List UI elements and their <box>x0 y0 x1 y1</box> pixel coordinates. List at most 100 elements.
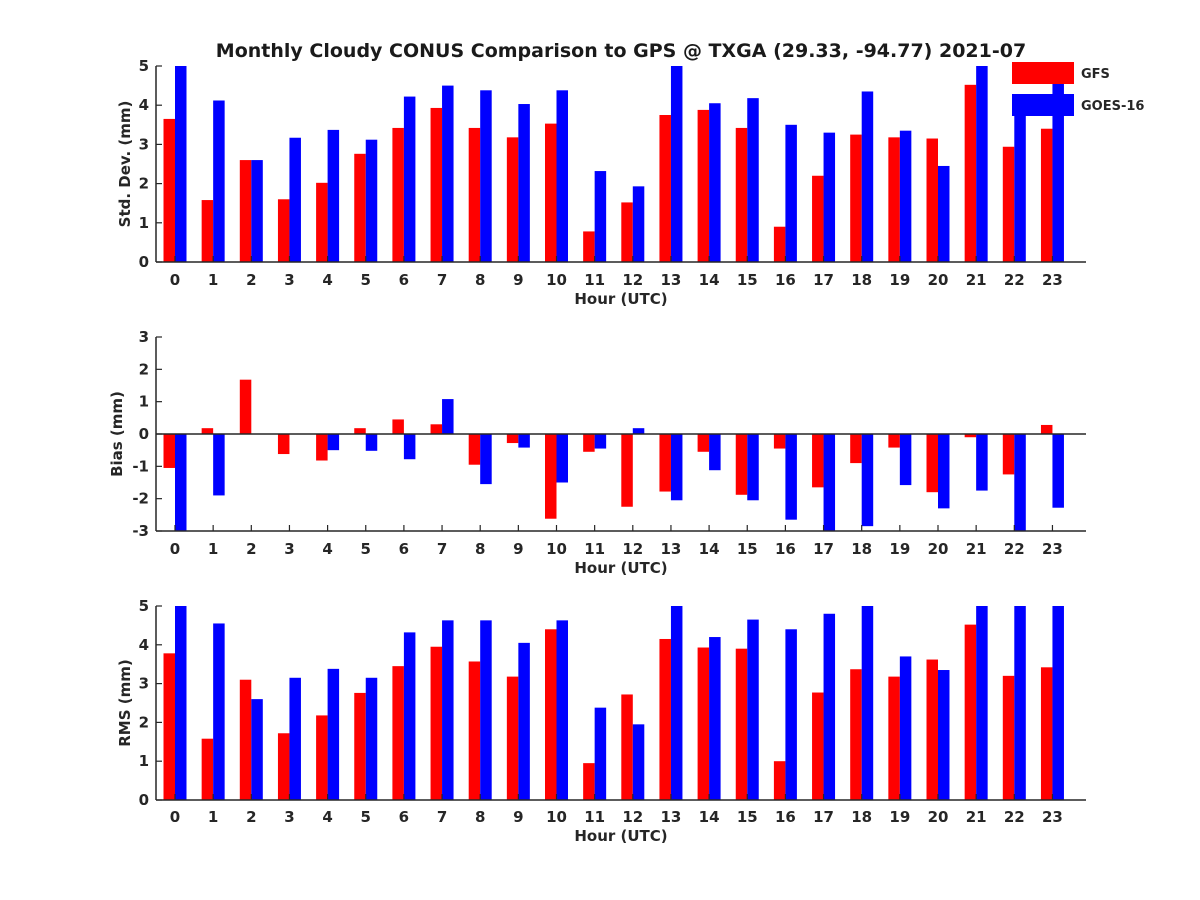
bar-goes-16-hour-4 <box>327 129 340 262</box>
bar-goes-16-hour-17 <box>823 613 836 800</box>
x-tick-label: 9 <box>513 271 523 289</box>
bar-gfs-hour-19 <box>888 676 900 800</box>
bar-goes-16-hour-21 <box>976 66 988 262</box>
bar-gfs-hour-21 <box>964 84 977 262</box>
bar-gfs-hour-9 <box>506 676 519 800</box>
y-tick-label: 5 <box>139 597 149 615</box>
bar-gfs-hour-10 <box>545 123 557 263</box>
bar-goes-16-hour-14 <box>709 103 721 263</box>
y-tick-label: 3 <box>139 675 149 693</box>
x-axis-label: Hour (UTC) <box>574 290 667 308</box>
bar-goes-16-hour-19 <box>899 434 912 486</box>
bar-goes-16-hour-5 <box>365 139 378 262</box>
y-tick-label: 3 <box>139 135 149 153</box>
x-tick-label: 14 <box>699 271 720 289</box>
bar-goes-16-hour-13 <box>670 434 683 501</box>
bar-gfs-hour-21 <box>964 624 977 800</box>
x-tick-label: 3 <box>284 271 294 289</box>
bar-goes-16-hour-8 <box>480 620 492 800</box>
x-tick-label: 16 <box>775 808 796 826</box>
bar-goes-16-hour-13 <box>670 66 683 262</box>
bar-goes-16-hour-9 <box>518 104 530 262</box>
x-tick-label: 17 <box>813 808 834 826</box>
bar-goes-16-hour-16 <box>785 434 797 520</box>
bar-goes-16-hour-0 <box>175 606 187 800</box>
y-tick-label: 0 <box>139 253 149 271</box>
bar-goes-16-hour-8 <box>480 90 492 262</box>
x-tick-label: 14 <box>699 808 720 826</box>
y-tick-label: 5 <box>139 57 149 75</box>
bar-gfs-hour-13 <box>659 434 671 492</box>
bar-gfs-hour-3 <box>277 434 290 455</box>
bar-gfs-hour-23 <box>1040 128 1053 262</box>
bar-goes-16-hour-2 <box>251 160 263 262</box>
bar-goes-16-hour-6 <box>403 96 416 263</box>
bar-gfs-hour-7 <box>430 646 443 800</box>
bar-goes-16-hour-1 <box>213 434 225 496</box>
bar-goes-16-hour-7 <box>442 85 454 262</box>
bar-gfs-hour-6 <box>392 666 404 800</box>
bar-goes-16-hour-19 <box>899 656 912 800</box>
x-tick-label: 16 <box>775 540 796 558</box>
y-tick-label: -2 <box>132 490 149 508</box>
bar-gfs-hour-1 <box>201 738 214 800</box>
bar-gfs-hour-2 <box>239 379 252 434</box>
bar-gfs-hour-14 <box>697 647 710 800</box>
y-tick-label: 3 <box>139 328 149 346</box>
x-tick-label: 0 <box>170 808 180 826</box>
x-tick-label: 21 <box>966 271 987 289</box>
bar-gfs-hour-16 <box>773 761 786 800</box>
bar-gfs-hour-12 <box>621 202 633 262</box>
bar-gfs-hour-17 <box>812 434 824 488</box>
x-tick-label: 7 <box>437 271 447 289</box>
x-tick-label: 18 <box>851 271 872 289</box>
bar-gfs-hour-15 <box>735 434 748 495</box>
y-tick-label: 2 <box>139 360 149 378</box>
legend-label-goes-16: GOES-16 <box>1081 99 1144 114</box>
bar-goes-16-hour-19 <box>899 130 912 262</box>
bar-gfs-hour-0 <box>163 118 175 262</box>
bar-gfs-hour-4 <box>316 434 328 461</box>
chart-title: Monthly Cloudy CONUS Comparison to GPS @… <box>216 40 1026 62</box>
x-tick-label: 6 <box>399 540 409 558</box>
bar-goes-16-hour-3 <box>289 677 301 800</box>
x-tick-label: 8 <box>475 540 485 558</box>
legend: GFS GOES-16 <box>1012 62 1144 116</box>
x-axis-label: Hour (UTC) <box>574 559 667 577</box>
x-tick-label: 7 <box>437 540 447 558</box>
bar-goes-16-hour-2 <box>251 699 263 800</box>
x-tick-label: 17 <box>813 271 834 289</box>
bar-gfs-hour-11 <box>583 763 595 800</box>
bar-gfs-hour-12 <box>621 434 633 507</box>
x-tick-label: 12 <box>622 808 643 826</box>
y-tick-label: 0 <box>139 425 149 443</box>
x-tick-label: 2 <box>246 540 256 558</box>
bar-gfs-hour-1 <box>201 428 214 434</box>
bar-goes-16-hour-20 <box>938 165 950 262</box>
bar-gfs-hour-22 <box>1002 434 1015 475</box>
bar-gfs-hour-5 <box>354 153 366 262</box>
bar-goes-16-hour-16 <box>785 124 797 262</box>
bar-goes-16-hour-23 <box>1052 81 1064 263</box>
x-tick-label: 1 <box>208 808 218 826</box>
bar-gfs-hour-8 <box>468 127 481 262</box>
bar-goes-16-hour-12 <box>632 724 645 800</box>
bar-goes-16-hour-15 <box>747 434 759 501</box>
x-tick-label: 15 <box>737 808 758 826</box>
x-tick-label: 18 <box>851 808 872 826</box>
bar-gfs-hour-0 <box>163 434 175 468</box>
bar-goes-16-hour-1 <box>213 623 225 800</box>
bar-goes-16-hour-20 <box>938 434 950 509</box>
y-tick-label: 1 <box>139 214 149 232</box>
x-tick-label: 13 <box>661 271 682 289</box>
bar-goes-16-hour-9 <box>518 434 530 448</box>
bar-goes-16-hour-10 <box>556 620 568 800</box>
bar-gfs-hour-15 <box>735 127 748 262</box>
bar-goes-16-hour-21 <box>976 434 988 491</box>
x-tick-label: 15 <box>737 540 758 558</box>
x-tick-label: 23 <box>1042 540 1063 558</box>
bar-gfs-hour-9 <box>506 137 519 262</box>
